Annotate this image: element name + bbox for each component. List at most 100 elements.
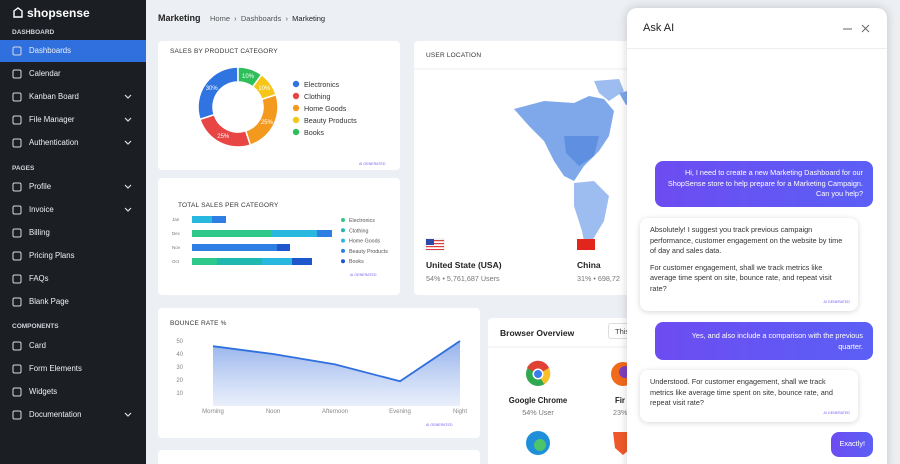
country-stats: 54% • 5,761,687 Users [426,274,500,283]
ai-message: Absolutely! I suggest you track previous… [640,218,858,311]
legend-label: Electronics [349,218,375,224]
y-tick-label: 50 [176,339,183,345]
nav-item[interactable]: File Manager [0,109,146,131]
icon-shape [12,297,22,307]
legend-swatch [292,104,300,112]
nav-icon [12,46,22,56]
sidebar: shopsense DASHBOARD Dashboards Calendar Kan… [0,0,146,464]
nav-item[interactable]: Authentication [0,132,146,154]
nav-item[interactable]: FAQs [0,268,146,290]
legend-label: Home Goods [304,104,347,113]
nav-label: Calendar [29,69,61,78]
close-button[interactable] [861,24,870,33]
nav-icon [12,297,22,307]
nav-item[interactable]: Profile [0,176,146,198]
nav-icon [12,115,22,125]
message-text: Understood. For customer engagement, sha… [650,377,833,407]
ai-badge: AI GENERATED [426,423,453,427]
nav-label: Dashboards [29,46,72,55]
sales-card: SALES BY PRODUCT CATEGORY 30% Electronics… [158,41,400,170]
legend-label: Home Goods [349,239,381,245]
message-paragraph: For customer engagement, shall we track … [650,262,832,293]
legend-swatch [292,116,300,124]
donut-segment [197,66,239,121]
nav-label: Form Elements [29,364,82,373]
nav-label: Kanban Board [29,92,79,101]
bar-segment [192,230,272,237]
nav-icon [12,138,22,148]
location-card: USER LOCATION United State (USA) 54% • 5… [414,41,654,295]
bar-segment [192,244,277,251]
segment-label: 30% [206,86,219,92]
bar-segment [217,258,262,265]
nav-item[interactable]: Calendar [0,63,146,85]
nav-item[interactable]: Kanban Board [0,86,146,108]
segment-label: 10% [242,74,255,80]
nav-item[interactable]: Pricing Plans [0,245,146,267]
category-label: Dec [172,231,181,236]
card-title: TOTAL SALES PER CATEGORY [178,202,279,209]
crumb[interactable]: Dashboards [240,14,282,23]
browser-name: Google Chrome [508,396,568,405]
nav-item[interactable]: Billing [0,222,146,244]
crumb[interactable]: Home [210,14,231,23]
category-label: Oct [172,259,180,264]
icon-shape [12,182,22,192]
nav-item[interactable]: Dashboards [0,40,146,62]
icon-shape [12,274,22,284]
segment-label: 25% [261,120,274,126]
nav-icon [12,205,22,215]
donut-chart: 30% Electronics 25% Clothing 25% Home Goods 10… [197,66,357,148]
message-paragraph: Absolutely! I suggest you track previous… [650,225,843,255]
legend-swatch [341,238,345,243]
breadcrumb: Home › Dashboards › Marketing [210,14,326,23]
nav-icon [12,182,22,192]
y-tick-label: 20 [176,378,183,384]
icon-shape [12,251,22,261]
nav-icon [12,228,22,238]
legend-swatch [292,92,300,100]
chevron [124,207,132,212]
icon-shape [12,410,22,420]
bar-segment [272,230,317,237]
x-tick-label: Afternoon [322,409,348,415]
country-name: United State (USA) [426,260,502,270]
map [414,68,654,251]
page-title: Marketing [158,13,201,23]
card-title: BOUNCE RATE % [170,320,227,327]
nav-item[interactable]: Documentation [0,404,146,426]
user-message: Yes, and also include a comparison with … [655,322,873,360]
nav-item[interactable]: Form Elements [0,358,146,380]
country-stats: 31% • 698,72 [577,274,620,283]
x-tick-label: Evening [389,409,411,415]
nav-label: File Manager [29,115,75,124]
nav-label: Documentation [29,410,82,419]
x-tick-label: Noon [266,409,280,415]
ai-badge: AI GENERATED [823,299,851,304]
chevron-shape [124,94,132,99]
icon-shape [12,138,22,148]
legend-label: Books [304,128,324,137]
nav-icon [12,364,22,374]
nav-label: Authentication [29,138,79,147]
ai-badge: AI GENERATED [823,410,851,415]
stacked-bar-chart: Jan Dec Nov Oct Electronics Clothing Home Good… [172,216,388,265]
chevron-shape [124,184,132,189]
nav-item[interactable]: Card [0,335,146,357]
legend-label: Beauty Products [349,249,388,255]
legend-swatch [341,259,345,264]
legend-label: Clothing [349,228,368,234]
bar-segment [262,258,292,265]
category-label: Nov [172,245,181,250]
chevron-shape [124,207,132,212]
crumb: Marketing [292,14,326,23]
nav-item[interactable]: Invoice [0,199,146,221]
chevron-shape [124,140,132,145]
nav-item[interactable]: Widgets [0,381,146,403]
section-title: PAGES [12,165,35,172]
nav-label: Invoice [29,205,54,214]
legend-label: Books [349,259,364,265]
nav-icon [12,274,22,284]
nav-item[interactable]: Blank Page [0,291,146,313]
